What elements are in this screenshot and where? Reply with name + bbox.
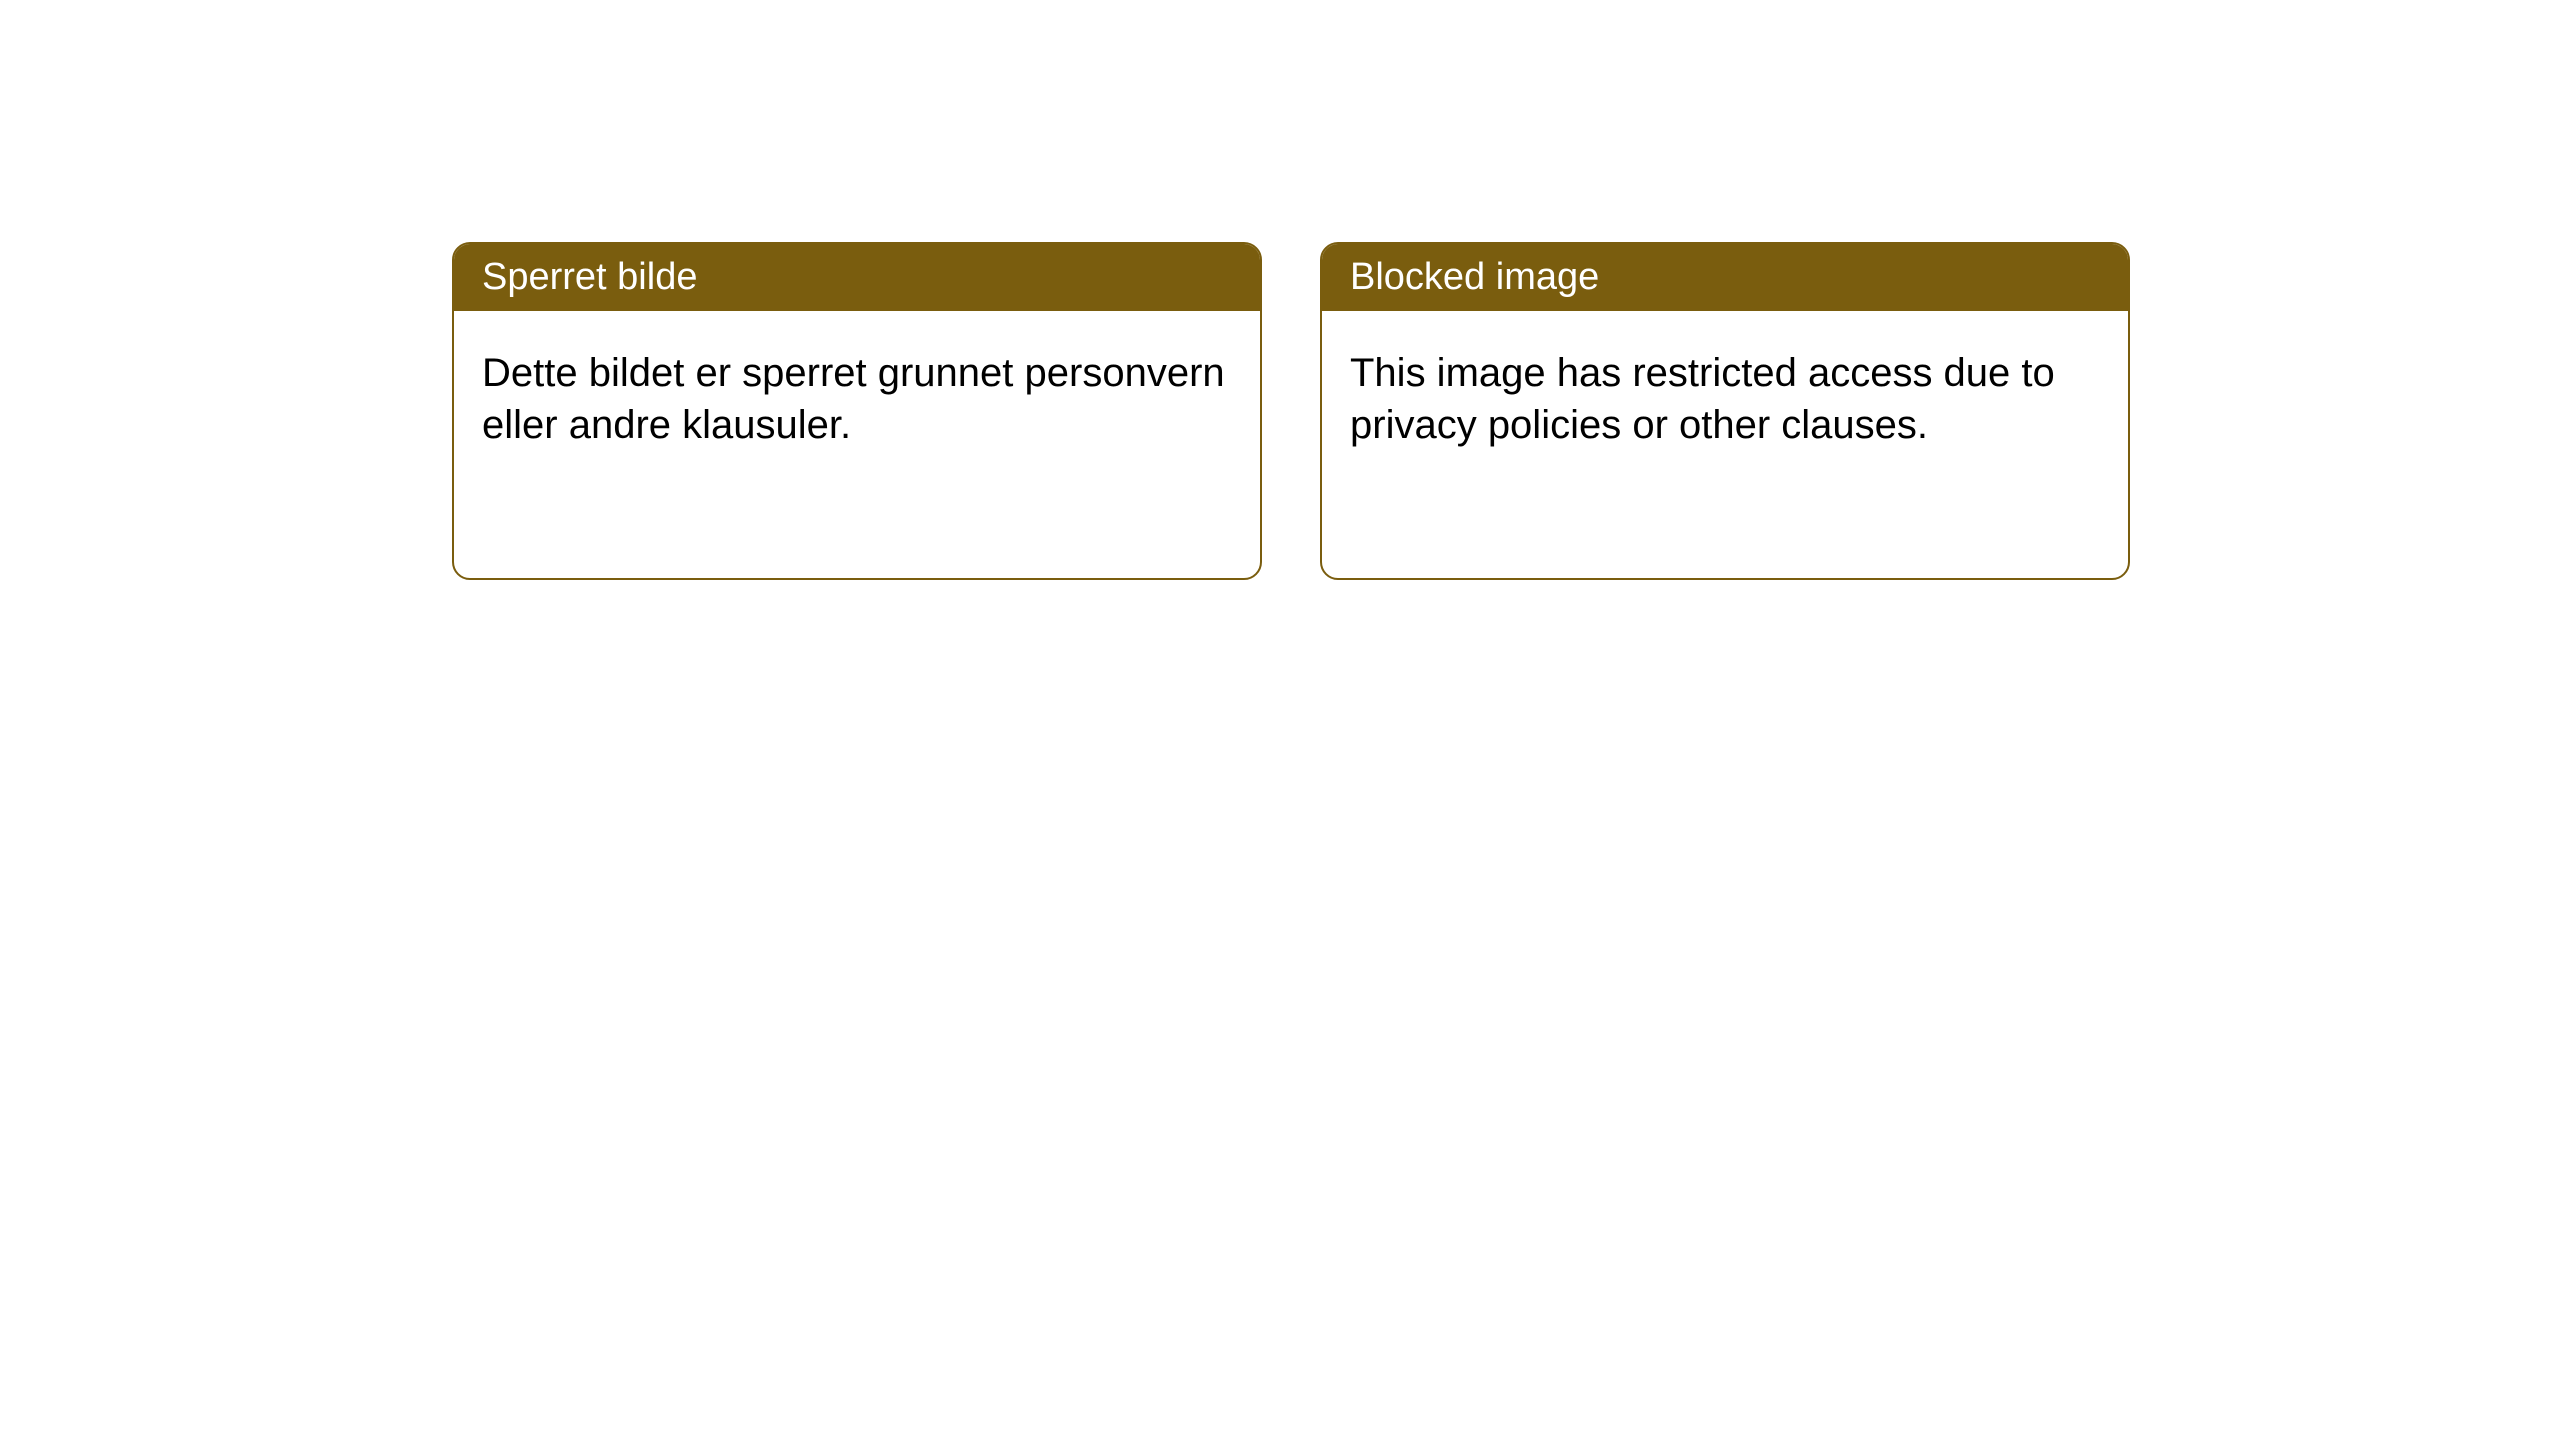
notice-card-english: Blocked image This image has restricted … xyxy=(1320,242,2130,580)
card-header: Sperret bilde xyxy=(454,244,1260,311)
card-title: Sperret bilde xyxy=(482,256,697,298)
card-title: Blocked image xyxy=(1350,256,1599,298)
card-body: This image has restricted access due to … xyxy=(1322,311,2128,487)
card-message: This image has restricted access due to … xyxy=(1350,351,2055,447)
notice-container: Sperret bilde Dette bildet er sperret gr… xyxy=(0,0,2560,580)
card-header: Blocked image xyxy=(1322,244,2128,311)
notice-card-norwegian: Sperret bilde Dette bildet er sperret gr… xyxy=(452,242,1262,580)
card-body: Dette bildet er sperret grunnet personve… xyxy=(454,311,1260,487)
card-message: Dette bildet er sperret grunnet personve… xyxy=(482,351,1225,447)
